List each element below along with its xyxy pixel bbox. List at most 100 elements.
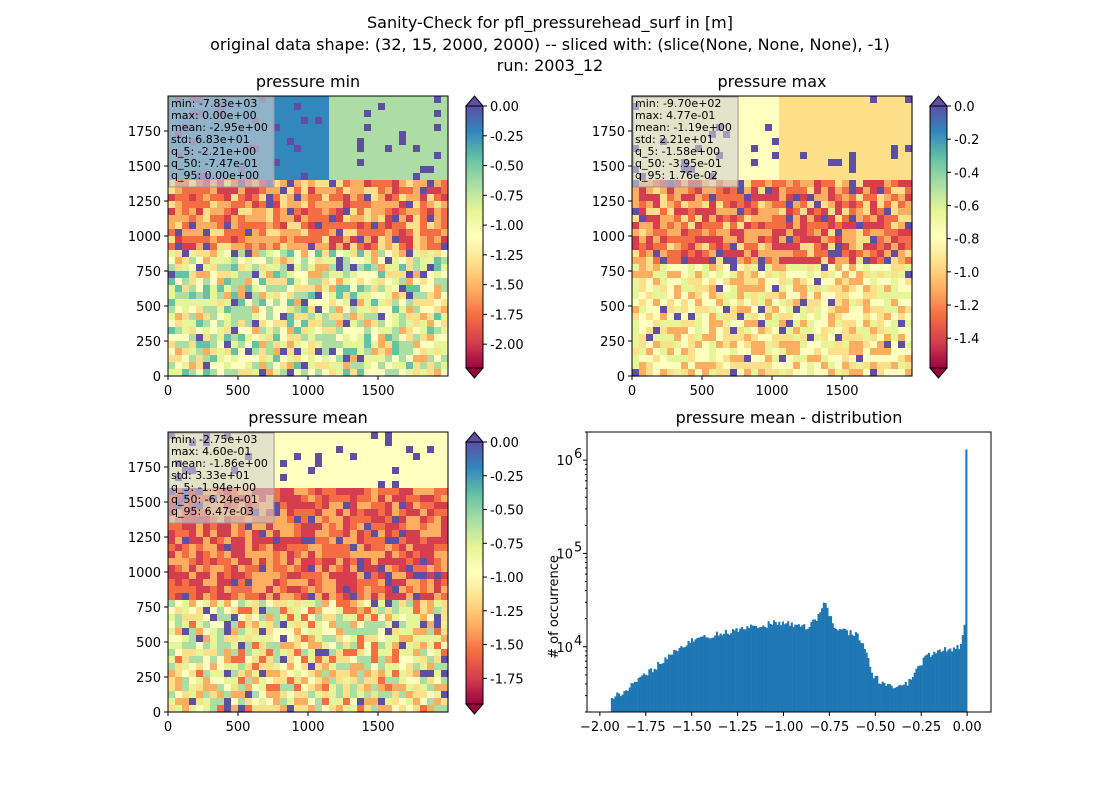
heatmap-cell [371, 145, 379, 153]
heatmap-cell [287, 565, 295, 573]
heatmap-cell [301, 551, 309, 559]
heatmap-cell [252, 341, 260, 349]
stat-line: max: 0.00e+00 [171, 109, 257, 122]
heatmap-cell [371, 110, 379, 118]
heatmap-cell [434, 257, 442, 265]
heatmap-cell [786, 201, 794, 209]
heatmap-cell [259, 691, 267, 699]
heatmap-cell [224, 292, 232, 300]
heatmap-cell [695, 320, 703, 328]
heatmap-cell [420, 502, 428, 510]
heatmap-cell [758, 152, 766, 160]
heatmap-cell [688, 355, 696, 363]
heatmap-cell [168, 201, 176, 209]
heatmap-cell [364, 600, 372, 608]
heatmap-cell [364, 215, 372, 223]
heatmap-cell [210, 327, 218, 335]
heatmap-cell [420, 551, 428, 559]
heatmap-cell [751, 131, 759, 139]
heatmap-cell [828, 264, 836, 272]
heatmap-cell [385, 201, 393, 209]
heatmap-cell [723, 334, 731, 342]
y-tick-label: 1750 [128, 125, 161, 140]
heatmap-cell [835, 257, 843, 265]
heatmap-cell [420, 621, 428, 629]
heatmap-cell [399, 705, 407, 713]
heatmap-cell [420, 495, 428, 503]
heatmap-cell [378, 348, 386, 356]
heatmap-cell [891, 264, 899, 272]
heatmap-cell [322, 348, 330, 356]
heatmap-cell [196, 523, 204, 531]
heatmap-cell [399, 362, 407, 370]
heatmap-cell [364, 334, 372, 342]
heatmap-cell [870, 264, 878, 272]
heatmap-cell [301, 439, 309, 447]
heatmap-cell [681, 306, 689, 314]
heatmap-cell [350, 453, 358, 461]
heatmap-cell [898, 201, 906, 209]
heatmap-cell [371, 306, 379, 314]
heatmap-cell [737, 222, 745, 230]
heatmap-cell [364, 271, 372, 279]
heatmap-cell [322, 677, 330, 685]
heatmap-cell [406, 96, 414, 104]
heatmap-cell [182, 257, 190, 265]
heatmap-cell [399, 173, 407, 181]
heatmap-cell [294, 166, 302, 174]
heatmap-cell [378, 187, 386, 195]
heatmap-cell [856, 201, 864, 209]
heatmap-cell [842, 236, 850, 244]
heatmap-cell [238, 663, 246, 671]
heatmap-cell [835, 264, 843, 272]
heatmap-cell [308, 635, 316, 643]
heatmap-cell [350, 698, 358, 706]
heatmap-cell [203, 264, 211, 272]
heatmap-cell [287, 663, 295, 671]
heatmap-cell [224, 558, 232, 566]
heatmap-cell [905, 215, 913, 223]
heatmap-cell [667, 187, 675, 195]
heatmap-cell [385, 131, 393, 139]
heatmap-cell [863, 229, 871, 237]
heatmap-cell [203, 320, 211, 328]
heatmap-cell [273, 166, 281, 174]
heatmap-cell [828, 362, 836, 370]
heatmap-cell [294, 705, 302, 713]
heatmap-cell [364, 222, 372, 230]
heatmap-cell [294, 551, 302, 559]
heatmap-cell [266, 705, 274, 713]
heatmap-cell [329, 299, 337, 307]
heatmap-cell [765, 208, 773, 216]
heatmap-cell [238, 586, 246, 594]
heatmap-cell [343, 348, 351, 356]
heatmap-cell [434, 523, 442, 531]
heatmap-cell [856, 313, 864, 321]
heatmap-cell [329, 152, 337, 160]
heatmap-cell [730, 285, 738, 293]
heatmap-cell [399, 670, 407, 678]
heatmap-cell [259, 558, 267, 566]
heatmap-cell [870, 306, 878, 314]
heatmap-cell [807, 236, 815, 244]
heatmap-cell [280, 306, 288, 314]
heatmap-cell [413, 509, 421, 517]
heatmap-cell [779, 264, 787, 272]
heatmap-cell [315, 292, 323, 300]
heatmap-cell [849, 194, 857, 202]
heatmap-cell [217, 362, 225, 370]
heatmap-cell [364, 257, 372, 265]
heatmap-cell [695, 292, 703, 300]
heatmap-cell [413, 229, 421, 237]
heatmap-cell [709, 285, 717, 293]
heatmap-cell [224, 586, 232, 594]
heatmap-cell [441, 642, 449, 650]
heatmap-cell [189, 327, 197, 335]
heatmap-cell [245, 698, 253, 706]
heatmap-cell [280, 565, 288, 573]
heatmap-cell [294, 208, 302, 216]
heatmap-cell [828, 180, 836, 188]
heatmap-cell [877, 201, 885, 209]
heatmap-cell [891, 348, 899, 356]
heatmap-cell [224, 215, 232, 223]
